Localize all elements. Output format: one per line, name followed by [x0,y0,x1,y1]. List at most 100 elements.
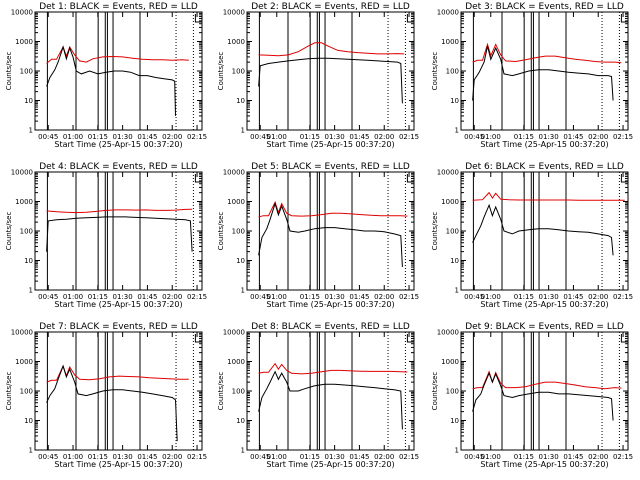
y-tick-label: 1000 [227,358,245,366]
x-tick-label: 00:45 [250,293,270,301]
x-tick-label: 01:00 [481,453,501,461]
y-tick-label: 1 [29,447,33,455]
events-series-line [472,203,614,256]
x-tick-label: 01:30 [113,293,133,301]
x-tick-label: 01:45 [349,453,369,461]
y-tick-label: 10 [24,97,33,105]
x-tick-label: 02:15 [187,133,207,141]
saa-bracket-mark [406,334,414,343]
x-tick-label: 01:45 [349,133,369,141]
y-tick-label: 100 [20,228,33,236]
x-tick-label: 01:00 [267,133,287,141]
saa-bracket-mark [194,174,202,183]
lld-series-line [258,362,408,375]
y-tick-label: 1 [455,287,459,295]
lld-series-line [472,370,622,390]
x-axis-label: Start Time (25-Apr-15 00:37:20) [480,300,608,309]
y-tick-label: 10000 [223,169,245,177]
x-tick-label: 01:45 [137,293,157,301]
x-tick-label: 02:15 [399,293,419,301]
y-tick-label: 10 [450,97,459,105]
x-tick-label: 01:00 [481,133,501,141]
panel-title: Det 6: BLACK = Events, RED = LLD [465,162,624,172]
events-series-line [46,216,193,252]
y-axis-label: Counts/sec [5,52,13,91]
x-tick-label: 02:15 [187,453,207,461]
y-tick-label: 1000 [15,198,33,206]
x-tick-label: 00:45 [464,133,484,141]
x-tick-label: 02:00 [374,133,394,141]
x-tick-label: 01:30 [539,293,559,301]
saa-bracket-mark [406,14,414,23]
y-axis-label: Counts/sec [431,52,439,91]
panel-title: Det 3: BLACK = Events, RED = LLD [465,2,624,12]
x-tick-label: 00:45 [464,293,484,301]
x-axis-label: Start Time (25-Apr-15 00:37:20) [54,460,182,469]
panel-title: Det 7: BLACK = Events, RED = LLD [39,322,198,332]
plot-frame [460,331,629,451]
panel-5: Det 5: BLACK = Events, RED = LLD 1 10 100 10… [217,162,419,309]
y-tick-label: 100 [446,228,459,236]
x-tick-label: 01:15 [300,453,320,461]
y-tick-label: 1 [241,287,245,295]
x-tick-label: 02:00 [374,293,394,301]
y-tick-label: 100 [20,68,33,76]
x-tick-label: 01:30 [539,133,559,141]
lld-series-line [258,42,405,57]
x-tick-label: 01:15 [88,453,108,461]
y-tick-label: 1 [241,447,245,455]
x-tick-label: 02:15 [399,453,419,461]
plot-frame [246,11,415,131]
x-tick-label: 01:15 [514,453,534,461]
y-tick-label: 100 [446,68,459,76]
x-tick-label: 01:45 [349,293,369,301]
x-tick-label: 01:15 [300,293,320,301]
events-series-line [258,57,403,104]
x-tick-label: 01:15 [88,133,108,141]
x-tick-label: 01:30 [539,453,559,461]
x-tick-label: 01:45 [137,453,157,461]
x-axis-label: Start Time (25-Apr-15 00:37:20) [54,140,182,149]
x-tick-label: 02:00 [162,133,182,141]
y-tick-label: 10 [24,257,33,265]
panel-2: Det 2: BLACK = Events, RED = LLD 1 10 100 10… [217,2,419,149]
y-tick-label: 1000 [227,38,245,46]
panel-title: Det 9: BLACK = Events, RED = LLD [465,322,624,332]
x-tick-label: 01:15 [514,133,534,141]
saa-bracket-mark [194,14,202,23]
x-tick-label: 00:45 [38,453,58,461]
plot-frame [460,171,629,291]
x-tick-label: 01:00 [63,133,83,141]
x-tick-label: 02:00 [588,133,608,141]
x-tick-label: 01:00 [267,453,287,461]
y-axis-label: Counts/sec [5,372,13,411]
x-tick-label: 02:00 [162,453,182,461]
y-tick-label: 10000 [223,9,245,17]
y-tick-label: 1 [455,127,459,135]
y-tick-label: 1000 [441,198,459,206]
y-tick-label: 10000 [11,169,33,177]
x-axis-label: Start Time (25-Apr-15 00:37:20) [266,300,394,309]
y-axis-label: Counts/sec [431,212,439,251]
y-tick-label: 10000 [437,329,459,337]
y-tick-label: 1000 [15,38,33,46]
x-tick-label: 01:15 [88,293,108,301]
panel-title: Det 2: BLACK = Events, RED = LLD [251,2,410,12]
panel-9: Det 9: BLACK = Events, RED = LLD 1 10 100 10… [431,322,633,469]
x-tick-label: 01:30 [325,133,345,141]
x-tick-label: 00:45 [38,293,58,301]
x-tick-label: 01:45 [563,293,583,301]
events-series-line [46,364,178,442]
x-tick-label: 02:00 [162,293,182,301]
panel-1: Det 1: BLACK = Events, RED = LLD 1 10 100 10… [5,2,207,149]
y-tick-label: 100 [20,388,33,396]
panel-7: Det 7: BLACK = Events, RED = LLD 1 10 100 10… [5,322,207,469]
x-tick-label: 01:15 [300,133,320,141]
events-series-line [258,201,403,268]
y-tick-label: 100 [232,68,245,76]
y-tick-label: 1000 [15,358,33,366]
y-axis-label: Counts/sec [217,52,225,91]
y-tick-label: 1000 [441,358,459,366]
x-tick-label: 02:15 [613,293,633,301]
y-tick-label: 10000 [11,329,33,337]
